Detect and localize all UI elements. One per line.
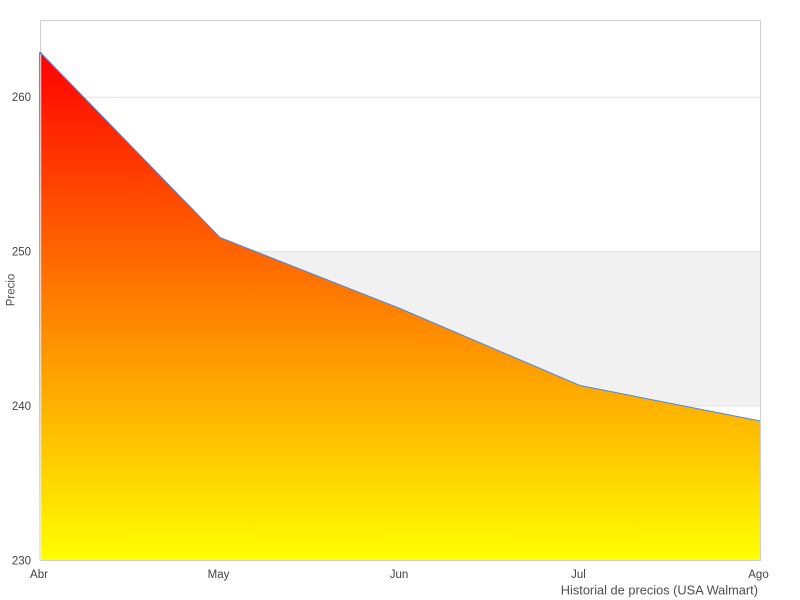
svg-text:Ago: Ago <box>748 569 768 581</box>
svg-text:Precio: Precio <box>6 274 18 307</box>
svg-text:240: 240 <box>12 401 31 413</box>
svg-text:230: 230 <box>12 555 31 567</box>
svg-text:Historial de precios (USA Walm: Historial de precios (USA Walmart) <box>561 583 758 598</box>
svg-text:Jul: Jul <box>571 569 586 581</box>
svg-text:Jun: Jun <box>390 569 409 581</box>
svg-text:Abr: Abr <box>30 569 48 581</box>
svg-text:250: 250 <box>12 247 31 259</box>
svg-text:May: May <box>208 569 230 581</box>
svg-text:260: 260 <box>12 92 31 104</box>
